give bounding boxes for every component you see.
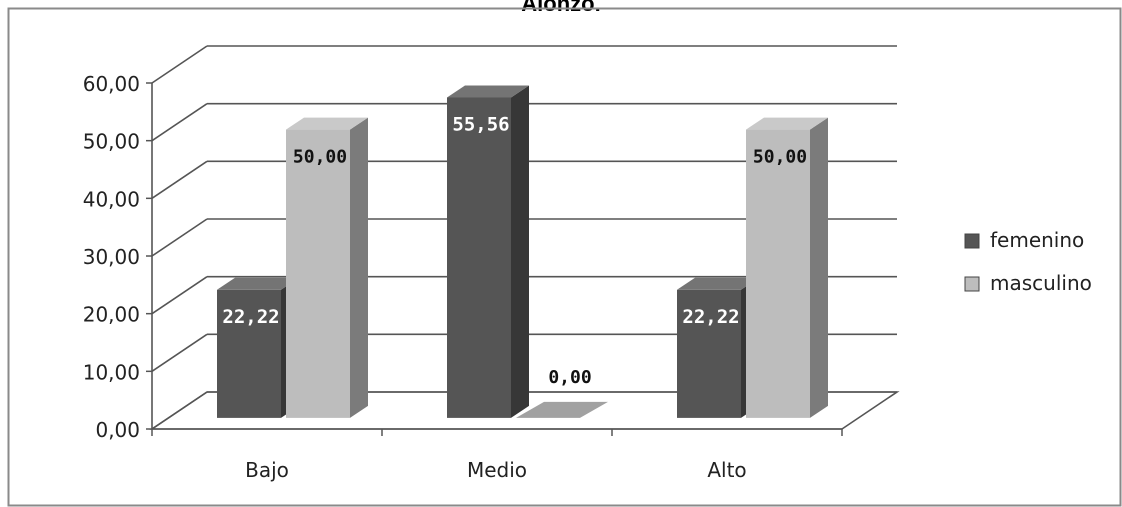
gridline-side <box>151 218 208 257</box>
bar <box>286 129 350 418</box>
y-tick-label: 0,00 <box>95 418 140 442</box>
bars <box>217 85 828 418</box>
gridline-side <box>151 333 208 372</box>
gridline-side <box>151 103 208 142</box>
data-label: 55,56 <box>452 114 509 136</box>
y-tick-label: 40,00 <box>83 187 140 211</box>
x-tick-label: Alto <box>707 458 746 482</box>
legend-label: masculino <box>990 271 1092 295</box>
legend: femenino masculino <box>964 228 1092 295</box>
data-label: 50,00 <box>753 147 807 168</box>
bar <box>746 129 810 418</box>
bar-zero <box>516 401 608 418</box>
data-label: 22,22 <box>682 306 739 328</box>
legend-label: femenino <box>990 228 1084 252</box>
bar-side <box>350 117 368 418</box>
bar-side <box>511 85 529 418</box>
data-labels: 22,22 50,00 55,56 0,00 22,22 50,00 <box>222 114 807 388</box>
y-tick-label: 10,00 <box>83 360 140 384</box>
y-tick-label: 60,00 <box>83 72 140 96</box>
bar-top <box>677 277 759 290</box>
legend-swatch <box>964 276 980 292</box>
bar-top <box>286 117 368 130</box>
bar <box>677 289 741 418</box>
y-tick-label: 50,00 <box>83 130 140 154</box>
gridline-side <box>151 160 208 199</box>
bar <box>217 289 281 418</box>
legend-swatch <box>964 233 980 249</box>
x-tick-label: Medio <box>467 458 527 482</box>
gridline-side <box>151 276 208 315</box>
data-label: 0,00 <box>548 367 591 388</box>
y-tick-label: 20,00 <box>83 303 140 327</box>
data-label: 50,00 <box>293 147 347 168</box>
bar-top <box>746 117 828 130</box>
x-axis-ticks: Bajo Medio Alto <box>151 429 843 482</box>
data-label: 22,22 <box>222 306 279 328</box>
chart-frame <box>7 7 1122 507</box>
bar-top <box>217 277 299 290</box>
gridline-side <box>151 45 208 84</box>
y-axis-ticks: 0,00 10,00 20,00 30,00 40,00 50,00 60,00 <box>83 72 152 442</box>
bar <box>447 97 511 418</box>
bar-side <box>810 117 828 418</box>
y-tick-label: 30,00 <box>83 245 140 269</box>
bar-top <box>447 85 529 98</box>
x-tick-label: Bajo <box>245 458 289 482</box>
